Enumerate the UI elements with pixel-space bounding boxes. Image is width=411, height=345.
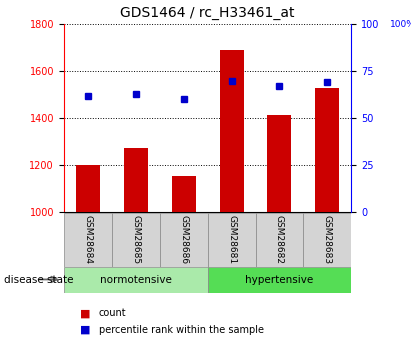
Bar — [159, 213, 208, 267]
Bar — [208, 213, 256, 267]
Text: hypertensive: hypertensive — [245, 275, 314, 285]
Text: disease state: disease state — [4, 275, 74, 285]
Text: percentile rank within the sample: percentile rank within the sample — [99, 325, 263, 335]
Y-axis label: 100%: 100% — [390, 20, 411, 29]
Text: GSM28684: GSM28684 — [83, 215, 92, 264]
Text: count: count — [99, 308, 126, 318]
Bar — [112, 213, 159, 267]
Bar — [256, 213, 303, 267]
Bar — [315, 88, 339, 212]
Bar — [64, 267, 208, 293]
Bar — [64, 213, 112, 267]
Bar — [208, 267, 351, 293]
Text: GSM28686: GSM28686 — [179, 215, 188, 264]
Bar — [172, 176, 196, 212]
Text: GSM28681: GSM28681 — [227, 215, 236, 264]
Text: ■: ■ — [80, 325, 91, 335]
Text: ■: ■ — [80, 308, 91, 318]
Title: GDS1464 / rc_H33461_at: GDS1464 / rc_H33461_at — [120, 6, 295, 20]
Text: GSM28685: GSM28685 — [131, 215, 140, 264]
Bar — [303, 213, 351, 267]
Text: GSM28682: GSM28682 — [275, 215, 284, 264]
Bar — [76, 165, 100, 212]
Bar — [124, 148, 148, 212]
Text: normotensive: normotensive — [100, 275, 171, 285]
Bar — [268, 115, 291, 212]
Text: GSM28683: GSM28683 — [323, 215, 332, 264]
Bar — [219, 50, 243, 212]
